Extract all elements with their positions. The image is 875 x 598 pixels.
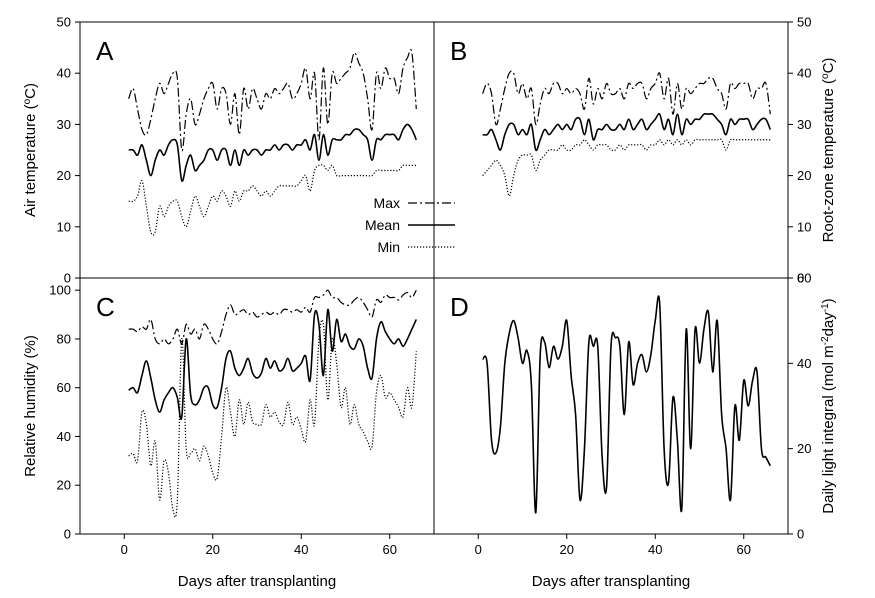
panel-c-ylabel-part: Relative humidity (%) <box>22 335 39 477</box>
panel-d-series-line <box>481 295 772 514</box>
panel-a-series-max <box>128 48 417 152</box>
panel-d-xlabel: Days after transplanting <box>532 573 690 590</box>
panel-d-ytick-label: 60 <box>797 271 811 286</box>
panel-b-series-max <box>482 70 771 126</box>
legend-label-min: Min <box>377 239 400 255</box>
panel-d-xtick-label: 20 <box>560 542 574 557</box>
panel-c-xlabel: Days after transplanting <box>178 573 336 590</box>
panel-c-letter: C <box>96 292 115 322</box>
panel-c-ytick-label: 60 <box>57 380 71 395</box>
panel-a-ytick-label: 50 <box>57 15 71 30</box>
panel-c-ytick-label: 20 <box>57 478 71 493</box>
panel-d-ylabel-part: Daily light integral (mol m <box>820 345 837 513</box>
panel-d-ylabel-part: ) <box>820 298 837 303</box>
panel-d-ylabel-part: -2 <box>820 336 831 345</box>
legend-label-mean: Mean <box>365 217 400 233</box>
panel-b-series-min <box>482 138 771 197</box>
legend: Max Mean Min <box>365 195 455 255</box>
panel-c-series-mean <box>128 308 418 420</box>
panel-c-xtick-label: 60 <box>383 542 397 557</box>
panel-a-ylabel-part: Air temperature ( <box>22 104 39 217</box>
panel-b-series-mean <box>482 112 772 152</box>
panel-b: 0 10 20 30 40 50 Root-zone temperature (oC) B <box>433 15 838 286</box>
panel-a-series-min <box>128 164 417 236</box>
panel-b-letter: B <box>450 36 467 66</box>
panel-d-ytick-label: 20 <box>797 441 811 456</box>
panel-c-xtick-label: 20 <box>206 542 220 557</box>
panel-c-series-min <box>128 319 417 518</box>
panel-b-ylabel: Root-zone temperature (oC) <box>820 58 838 243</box>
panel-c-series-max <box>128 289 417 345</box>
panel-a-ytick-label: 40 <box>57 66 71 81</box>
panel-d-letter: D <box>450 292 469 322</box>
panel-d-xtick-label: 40 <box>648 542 662 557</box>
panel-a-ytick-label: 0 <box>64 271 71 286</box>
panel-c-ytick-label: 100 <box>49 283 71 298</box>
panel-b-ylabel-part: o <box>820 73 831 79</box>
panel-a: 0 10 20 30 40 50 Air temperature (oC) A <box>22 15 435 286</box>
panel-d-ytick-label: 0 <box>797 527 804 542</box>
panel-d-xtick-label: 0 <box>475 542 482 557</box>
panel-c-ylabel: Relative humidity (%) <box>22 335 39 477</box>
panel-c-ytick-label: 80 <box>57 331 71 346</box>
panel-a-ytick-label: 30 <box>57 117 71 132</box>
panel-d-ylabel-part: day <box>820 312 837 337</box>
panel-d-ytick-label: 40 <box>797 356 811 371</box>
legend-label-max: Max <box>374 195 400 211</box>
panel-b-ytick-label: 50 <box>797 15 811 30</box>
panel-d-ylabel-part: -1 <box>820 303 831 312</box>
panel-c-xtick-label: 0 <box>121 542 128 557</box>
panel-a-ylabel-part: C) <box>22 83 39 99</box>
panel-a-ytick-label: 20 <box>57 168 71 183</box>
panel-b-ytick-label: 10 <box>797 219 811 234</box>
panel-c-ytick-label: 0 <box>64 527 71 542</box>
panel-d-ylabel: Daily light integral (mol m-2day-1) <box>820 298 838 513</box>
panel-b-frame <box>433 21 789 279</box>
panel-b-ytick-label: 40 <box>797 66 811 81</box>
panel-a-series-mean <box>128 123 418 183</box>
panel-d-frame <box>433 277 789 535</box>
panel-a-letter: A <box>96 36 114 66</box>
panel-b-ylabel-part: Root-zone temperature ( <box>820 79 837 242</box>
panel-c: 0 20 40 60 80 100 0 20 40 60 Days after transplant… <box>22 277 435 590</box>
panel-c-xtick-label: 40 <box>294 542 308 557</box>
panel-b-ytick-label: 0 <box>797 271 804 286</box>
panel-a-ytick-label: 10 <box>57 219 71 234</box>
panel-b-ytick-label: 30 <box>797 117 811 132</box>
panel-c-ytick-label: 40 <box>57 429 71 444</box>
panel-b-ytick-label: 20 <box>797 168 811 183</box>
panel-a-ylabel: Air temperature (oC) <box>22 83 40 217</box>
panel-b-ylabel-part: C) <box>820 58 837 74</box>
panel-a-ylabel-part: o <box>22 98 33 104</box>
panel-d-xtick-label: 60 <box>737 542 751 557</box>
